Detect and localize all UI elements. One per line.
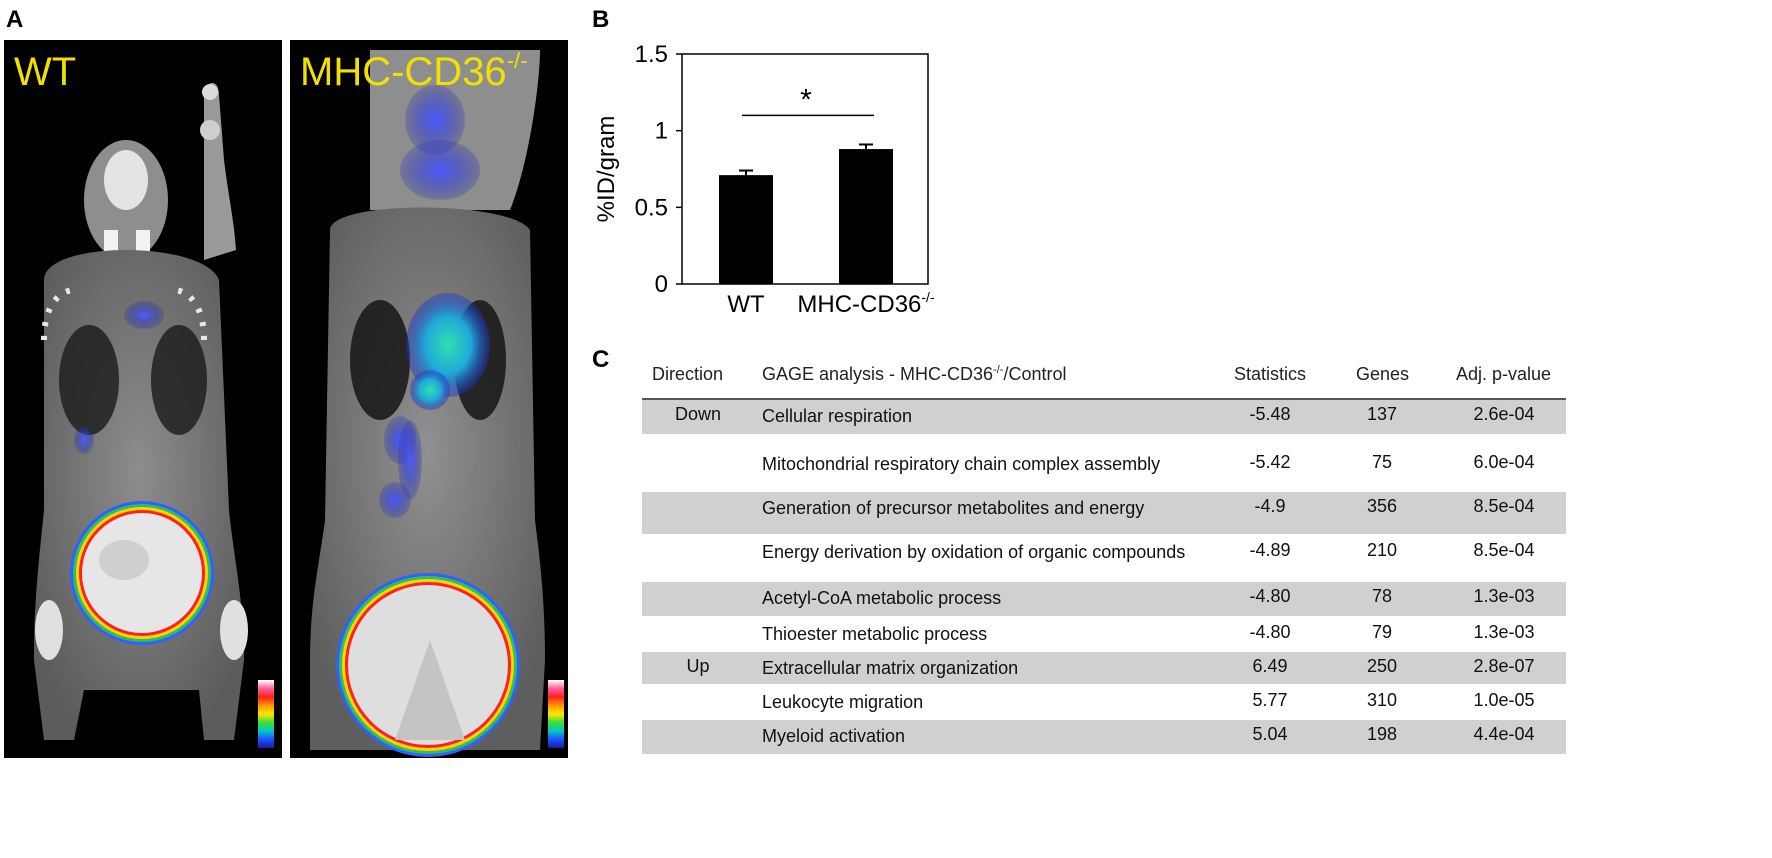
cell-statistics: -4.89 <box>1249 540 1291 560</box>
panel-letter-c: C <box>592 346 610 373</box>
cell-pvalue: 2.8e-07 <box>1473 656 1535 676</box>
colorbar-wt <box>258 680 274 748</box>
y-tick-label: 0.5 <box>635 194 668 221</box>
cell-description: Extracellular matrix organization <box>762 658 1019 678</box>
bar <box>719 175 773 284</box>
cell-genes: 356 <box>1366 496 1398 516</box>
table-header: Direction GAGE analysis - MHC-CD36-/-/Co… <box>642 356 1566 396</box>
table-row: Generation of precursor metabolites and … <box>642 492 1566 534</box>
cell-pvalue: 4.4e-04 <box>1473 724 1535 744</box>
bar-chart-id-per-gram: 0 0.5 1 1.5 %ID/gram WT MHC-CD36-/- * <box>593 41 935 318</box>
table-row: Up Extracellular matrix organization 6.49 2… <box>642 652 1566 684</box>
header-analysis: GAGE analysis - MHC-CD36-/-/Control <box>762 364 1067 384</box>
cell-statistics: 5.04 <box>1252 724 1288 744</box>
cell-statistics: -4.80 <box>1249 622 1291 642</box>
cell-genes: 75 <box>1371 452 1393 472</box>
cell-description: Myeloid activation <box>762 726 906 746</box>
y-axis-label: %ID/gram <box>593 116 620 223</box>
cell-description: Mitochondrial respiratory chain complex … <box>762 454 1161 474</box>
cell-genes: 250 <box>1366 656 1398 676</box>
table-row: Energy derivation by oxidation of organi… <box>642 536 1566 582</box>
cell-genes: 310 <box>1366 690 1398 710</box>
cell-genes: 210 <box>1366 540 1398 560</box>
cell-description: Leukocyte migration <box>762 692 924 712</box>
scan-mhc-cd36-illustration <box>310 50 545 757</box>
significance-star: * <box>800 83 812 116</box>
cell-pvalue: 8.5e-04 <box>1473 540 1535 560</box>
cell-genes: 78 <box>1371 586 1393 606</box>
header-pvalue: Adj. p-value <box>1456 364 1552 384</box>
scan-label-wt: WT <box>14 50 77 94</box>
cell-direction: Down <box>674 404 722 424</box>
cell-statistics: -4.80 <box>1249 586 1291 606</box>
header-genes: Genes <box>1356 364 1410 384</box>
panel-letter-a: A <box>6 6 24 33</box>
cell-pvalue: 1.3e-03 <box>1473 622 1535 642</box>
bar <box>839 149 893 284</box>
cell-statistics: -5.42 <box>1249 452 1291 472</box>
cell-statistics: -4.9 <box>1254 496 1286 516</box>
y-tick-label: 0 <box>655 271 668 298</box>
scan-image-wt: WT <box>4 40 282 758</box>
cell-pvalue: 6.0e-04 <box>1473 452 1535 472</box>
cell-pvalue: 1.0e-05 <box>1473 690 1535 710</box>
colorbar-mhc-cd36 <box>548 680 564 748</box>
cell-direction: Up <box>686 656 710 676</box>
cell-pvalue: 1.3e-03 <box>1473 586 1535 606</box>
header-statistics: Statistics <box>1234 364 1307 384</box>
cell-genes: 198 <box>1366 724 1398 744</box>
table-row: Acetyl-CoA metabolic process -4.80 78 1.3e-… <box>642 582 1566 616</box>
scan-image-mhc-cd36: MHC-CD36-/- <box>290 40 568 758</box>
cell-genes: 137 <box>1366 404 1398 424</box>
cell-pvalue: 8.5e-04 <box>1473 496 1535 516</box>
x-tick-label: WT <box>727 291 765 318</box>
cell-statistics: 6.49 <box>1252 656 1288 676</box>
cell-description: Generation of precursor metabolites and … <box>762 498 1145 518</box>
scan-label-mhc-cd36: MHC-CD36-/- <box>300 48 528 94</box>
cell-description: Energy derivation by oxidation of organi… <box>762 542 1186 562</box>
cell-description: Thioester metabolic process <box>762 624 988 644</box>
cell-statistics: 5.77 <box>1252 690 1288 710</box>
cell-description: Cellular respiration <box>762 406 913 426</box>
plot-frame <box>681 53 929 285</box>
x-tick-label: MHC-CD36-/- <box>797 289 935 318</box>
header-direction: Direction <box>652 364 724 384</box>
cell-statistics: -5.48 <box>1249 404 1291 424</box>
table-row: Myeloid activation 5.04 198 4.4e-04 <box>642 720 1566 754</box>
panel-letter-b: B <box>592 6 610 33</box>
cell-genes: 79 <box>1371 622 1393 642</box>
scan-wt-illustration <box>34 83 248 740</box>
y-tick-label: 1.5 <box>635 41 668 68</box>
table-row: Thioester metabolic process -4.80 79 1.3e-0… <box>642 618 1566 650</box>
table-top-rule <box>642 398 1566 400</box>
table-row: Down Cellular respiration -5.48 137 2.6e-04 <box>642 400 1566 434</box>
table-row: Mitochondrial respiratory chain complex … <box>642 448 1566 492</box>
table-row: Leukocyte migration 5.77 310 1.0e-05 <box>642 686 1566 718</box>
cell-description: Acetyl-CoA metabolic process <box>762 588 1002 608</box>
y-tick-label: 1 <box>655 118 668 145</box>
cell-pvalue: 2.6e-04 <box>1473 404 1535 424</box>
